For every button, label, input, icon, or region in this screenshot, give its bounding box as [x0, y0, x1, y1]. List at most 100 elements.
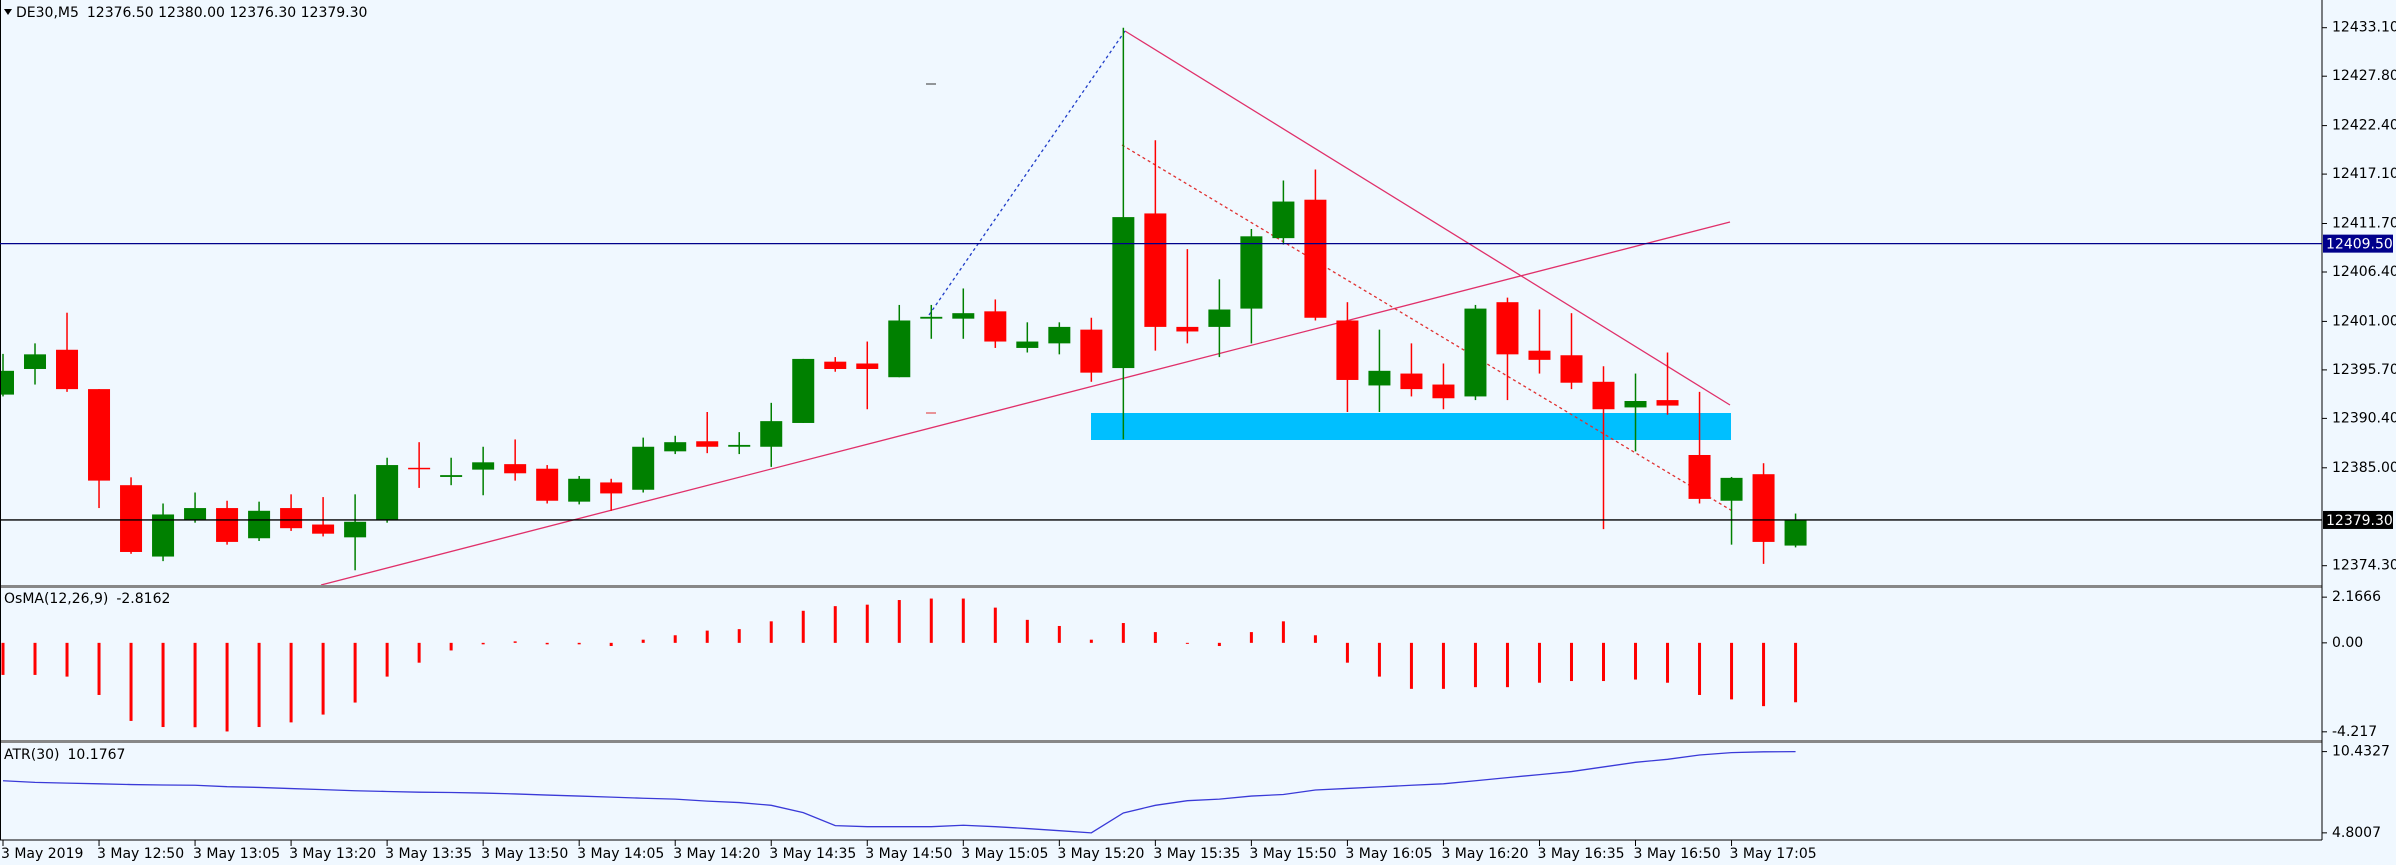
time-label: 3 May 15:20: [1057, 846, 1144, 862]
y-tick-label: 0.00: [2332, 635, 2363, 651]
atr-line: [2, 750, 1796, 834]
candle-body: [1720, 477, 1743, 501]
candle-body: [184, 508, 207, 520]
osma-bar: [1345, 642, 1349, 663]
panel-separator: [0, 585, 2322, 588]
y-tick-label: 2.1666: [2332, 589, 2381, 605]
candle-body: [1112, 217, 1135, 369]
time-label: 3 May 15:05: [961, 846, 1048, 862]
osma-bar: [225, 642, 229, 732]
candle-body: [248, 510, 271, 539]
candle-body: [1432, 384, 1455, 399]
osma-bar: [1730, 642, 1734, 700]
osma-bar: [513, 641, 517, 643]
y-tick-label: 12385.00: [2332, 460, 2396, 476]
dotted-line: [1121, 144, 1735, 513]
candle-body: [280, 508, 303, 529]
candle-body: [1240, 236, 1263, 309]
candle-body: [856, 363, 879, 369]
time-label: 3 May 13:50: [481, 846, 568, 862]
candle-body: [1304, 199, 1327, 318]
osma-bar: [481, 642, 485, 645]
osma-bar: [1473, 642, 1477, 688]
osma-bar: [961, 598, 965, 643]
candle-body: [792, 358, 815, 423]
y-tick-label: 12417.10: [2332, 166, 2396, 182]
osma-bar: [1698, 642, 1702, 695]
osma-bar: [1281, 621, 1285, 643]
osma-bar: [385, 642, 389, 677]
osma-bar: [1025, 619, 1029, 643]
time-label: 3 May 15:35: [1153, 846, 1240, 862]
candle-body: [216, 508, 239, 542]
candle-body: [504, 464, 527, 474]
y-tick-label: 12427.80: [2332, 68, 2396, 84]
time-label: 3 May 16:50: [1634, 846, 1721, 862]
menu-triangle: [4, 9, 12, 15]
candle-body: [0, 370, 14, 395]
osma-bar: [865, 604, 869, 643]
trend-line: [1124, 30, 1731, 406]
candle-body: [376, 465, 399, 520]
price-label-box: [2323, 234, 2393, 253]
time-label: 3 May 16:20: [1441, 846, 1528, 862]
trend-line: [320, 221, 1731, 586]
osma-bar: [97, 642, 101, 695]
time-label: 3 May 16:35: [1537, 846, 1624, 862]
price-label-box: [2323, 510, 2393, 529]
osma-bar: [577, 642, 581, 645]
candle-body: [1656, 400, 1679, 406]
osma-bar: [1217, 642, 1221, 647]
candle-body: [56, 349, 79, 390]
drawn-objects: [320, 30, 1735, 586]
candle-body: [1592, 381, 1615, 410]
time-label: 3 May 13:20: [289, 846, 376, 862]
candle-body: [1080, 329, 1103, 373]
osma-bar: [641, 639, 645, 643]
candle-body: [984, 311, 1007, 342]
osma-bar: [673, 635, 677, 643]
osma-bar: [1249, 632, 1253, 643]
candle-body: [152, 514, 175, 557]
candle-body: [1560, 355, 1583, 383]
candle-body: [824, 361, 847, 369]
osma-bar: [929, 598, 933, 643]
osma-bar: [33, 642, 37, 675]
osma-bar: [1505, 642, 1509, 688]
candle-body: [440, 475, 463, 477]
y-tick-label: 12395.70: [2332, 362, 2396, 378]
osma-bar: [1313, 635, 1317, 643]
y-tick-label: 12433.10: [2332, 20, 2396, 36]
osma-bar: [993, 607, 997, 643]
osma-bar: [321, 642, 325, 715]
y-tick-label: 12406.40: [2332, 264, 2396, 280]
osma-bar: [1185, 642, 1189, 644]
time-label: 3 May 14:05: [577, 846, 664, 862]
candle-body: [1016, 341, 1039, 348]
candle-body: [120, 485, 143, 552]
candle-body: [632, 446, 655, 490]
y-tick-label: 4.8007: [2332, 825, 2381, 841]
osma-bar: [801, 610, 805, 643]
osma-bar: [609, 642, 613, 647]
y-tick-label: 12390.40: [2332, 410, 2396, 426]
candle-body: [312, 524, 335, 534]
osma-bar: [449, 642, 453, 651]
candle-body: [920, 316, 943, 319]
candle-body: [1464, 308, 1487, 397]
panel-value: 10.1767: [68, 747, 126, 763]
osma-bar: [353, 642, 357, 703]
candle-body: [952, 313, 975, 319]
candle-body: [1528, 350, 1551, 360]
candle-body: [24, 354, 47, 369]
osma-bar: [1602, 642, 1605, 682]
time-label: 3 May 14:50: [865, 846, 952, 862]
panel-separator: [0, 740, 2322, 743]
time-label: 3 May 17:05: [1730, 846, 1817, 862]
candle-body: [344, 521, 367, 538]
osma-bar: [65, 642, 69, 677]
osma-bar: [1762, 642, 1766, 707]
osma-bar: [1153, 632, 1157, 643]
